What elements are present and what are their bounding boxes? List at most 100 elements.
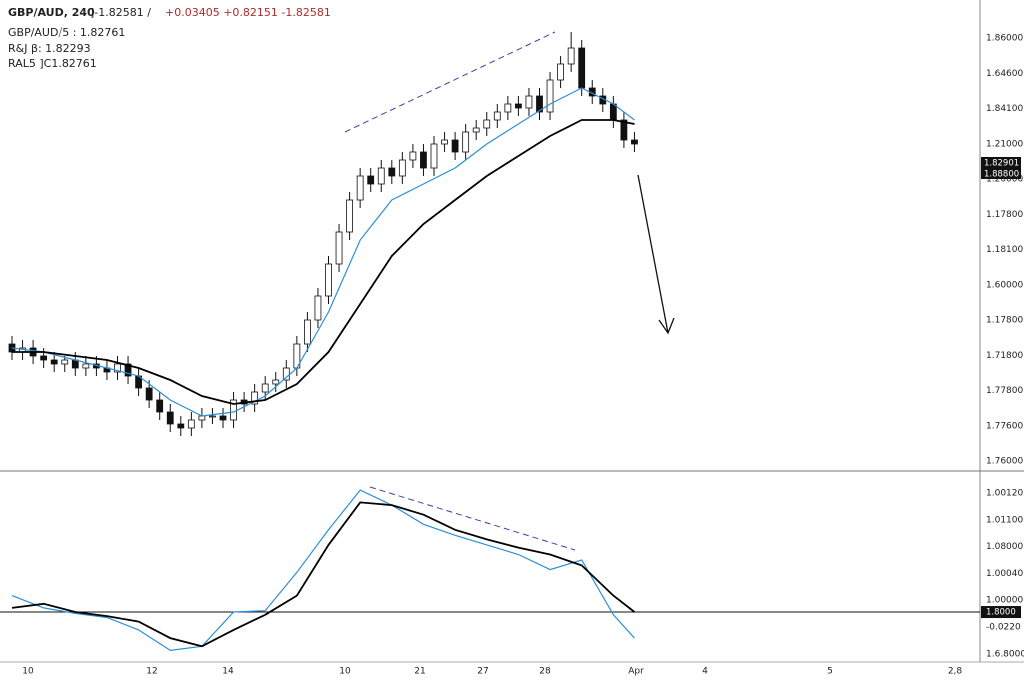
- candle-body: [356, 175, 364, 201]
- candle-body: [367, 175, 375, 185]
- candle-body: [114, 363, 121, 373]
- candle-body: [388, 167, 396, 177]
- price-label: 1.18100: [986, 245, 1023, 255]
- candle-body: [441, 139, 448, 145]
- moving-average: [12, 119, 635, 405]
- candle-body: [493, 111, 501, 121]
- candle-body: [462, 131, 470, 153]
- price-label: 1.86000: [986, 34, 1023, 44]
- indicator-label: 1.00000: [986, 596, 1023, 606]
- price-label: 1.60000: [986, 280, 1023, 290]
- candle-body: [609, 103, 617, 121]
- legend-line: RAL5 ]C1.82761: [8, 57, 97, 70]
- quote: ]-1.82581 /: [90, 6, 151, 19]
- candle-body: [282, 367, 290, 381]
- x-label: Apr: [628, 667, 644, 677]
- symbol: GBP/AUD, 240: [8, 6, 95, 19]
- candle-body: [578, 47, 586, 89]
- candle-body: [82, 363, 90, 369]
- indicator-badge-label: 1.8000: [986, 608, 1016, 618]
- trend-line: [344, 31, 556, 133]
- candle-body: [145, 387, 153, 401]
- changes: +0.03405 +0.82151 -1.82581: [165, 6, 331, 19]
- candle-body: [546, 79, 554, 113]
- candle-body: [567, 47, 575, 65]
- candle-body: [557, 63, 564, 81]
- candle-body: [409, 151, 417, 161]
- price-label: 1.64600: [986, 69, 1023, 79]
- candle-body: [335, 231, 343, 265]
- candle-body: [483, 119, 491, 129]
- moving-average: [11, 87, 635, 417]
- candle-body: [50, 359, 58, 365]
- candle-body: [451, 139, 459, 153]
- price-label: 1.17800: [986, 316, 1023, 326]
- candle-body: [303, 319, 311, 345]
- price-label: 1.71800: [986, 351, 1023, 361]
- indicator-line: [11, 501, 636, 648]
- candle-body: [430, 143, 438, 169]
- price-label: 1.77600: [986, 421, 1023, 431]
- candle-body: [346, 199, 354, 233]
- price-badge-label: 1.82901: [984, 159, 1019, 169]
- x-label: 10: [339, 667, 351, 677]
- candle-body: [209, 415, 216, 418]
- indicator-label: 1.01100: [986, 515, 1023, 525]
- candle-body: [398, 159, 406, 177]
- x-label: 28: [539, 667, 551, 677]
- indicator-label: 1.6.8000: [986, 649, 1024, 659]
- candle-body: [472, 127, 480, 133]
- candle-body: [177, 423, 185, 429]
- candle-body: [71, 359, 79, 369]
- candle-body: [504, 103, 512, 113]
- candle-body: [314, 295, 322, 321]
- x-label: 5: [827, 667, 833, 677]
- indicator-line: [11, 489, 635, 652]
- price-label: 1.21000: [986, 139, 1023, 149]
- price-label: 1.77800: [986, 386, 1023, 396]
- x-label: 21: [414, 667, 425, 677]
- price-badge: [981, 157, 1021, 168]
- candle-body: [272, 379, 280, 385]
- price-badge-label: 1.88800: [984, 170, 1019, 180]
- candle-body: [377, 167, 385, 185]
- indicator-label: 1.00120: [986, 489, 1023, 499]
- candle-body: [536, 95, 543, 113]
- candle-body: [325, 263, 332, 297]
- candle-body: [156, 399, 164, 413]
- legend-line: R&J β: 1.82293: [8, 42, 91, 55]
- candle-body: [515, 103, 522, 109]
- candle-body: [620, 119, 628, 141]
- x-label: 4: [702, 667, 708, 677]
- candle-body: [219, 415, 227, 421]
- indicator-badge: [981, 606, 1021, 619]
- indicator-label: 1.00040: [986, 569, 1023, 579]
- x-label: 2,8: [948, 667, 963, 677]
- candle-body: [166, 411, 174, 425]
- x-label: 10: [22, 667, 34, 677]
- indicator-label: -0.0220: [986, 623, 1021, 633]
- candle-body: [420, 151, 427, 169]
- divergence-line: [369, 486, 576, 551]
- price-label: 1.17800: [986, 210, 1023, 220]
- price-label: 1.76000: [986, 457, 1023, 467]
- forecast-arrow: [637, 174, 675, 335]
- x-label: 12: [146, 667, 157, 677]
- price-label: 1.20000: [986, 175, 1023, 185]
- x-label: 27: [477, 667, 488, 677]
- x-label: 14: [222, 667, 234, 677]
- candle-body: [251, 391, 259, 405]
- candle-body: [525, 95, 533, 109]
- legend-line: GBP/AUD⧸5 : 1.82761: [8, 26, 125, 39]
- candle-body: [61, 359, 69, 365]
- candle-body: [261, 383, 269, 393]
- indicator-label: 1.08000: [986, 542, 1023, 552]
- price-label: 1.84100: [986, 104, 1023, 114]
- candle-body: [40, 355, 48, 361]
- candle-body: [631, 139, 638, 145]
- candle-body: [124, 363, 132, 377]
- candle-body: [187, 419, 195, 429]
